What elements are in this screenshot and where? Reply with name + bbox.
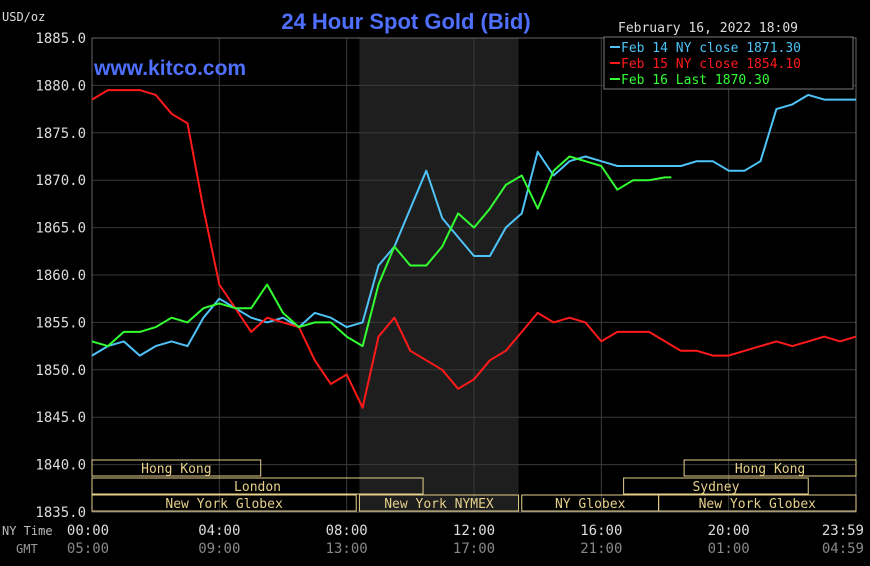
- session-bar: [623, 477, 809, 495]
- y-tick-label: 1870.0: [35, 173, 86, 189]
- x-tick-label-ny: 12:00: [453, 523, 495, 539]
- series-line-3: [91, 155, 672, 348]
- session-label: New York NYMEX: [384, 497, 494, 512]
- y-tick-label: 1845.0: [35, 410, 86, 426]
- chart-title: 24 Hour Spot Gold (Bid): [281, 9, 530, 34]
- x-tick-label-gmt: 13:00: [326, 541, 368, 557]
- y-tick-label: 1850.0: [35, 363, 86, 379]
- session-label: Hong Kong: [141, 462, 211, 477]
- x-tick-label-ny: 08:00: [326, 523, 368, 539]
- session-bar: [91, 459, 262, 477]
- y-tick-label: 1885.0: [35, 31, 86, 47]
- session-bar: [91, 477, 424, 495]
- y-tick-label: 1875.0: [35, 126, 86, 142]
- x-tick-label-gmt: 09:00: [198, 541, 240, 557]
- plot-frame: [91, 37, 857, 513]
- x-tick-label-ny: 23:59: [822, 523, 864, 539]
- y-tick-labels: 1885.0 1880.0 1875.0 1870.0 1865.0 1860.0 1855…: [35, 31, 86, 521]
- session-label: London: [234, 480, 281, 495]
- session-bar: [683, 459, 857, 477]
- x-tick-label-gmt: 04:59: [822, 541, 864, 557]
- session-label: New York Globex: [699, 497, 817, 512]
- unit-label: USD/oz: [2, 10, 45, 24]
- y-tick-label: 1855.0: [35, 315, 86, 331]
- x-tick-label-gmt: 01:00: [708, 541, 750, 557]
- y-tick-label: 1835.0: [35, 505, 86, 521]
- x-tick-label-gmt: 21:00: [580, 541, 622, 557]
- y-tick-label: 1860.0: [35, 268, 86, 284]
- x-tick-label-ny: 20:00: [708, 523, 750, 539]
- session-bar: [658, 494, 857, 512]
- session-label: New York Globex: [165, 497, 283, 512]
- x-tick-label-ny: 04:00: [198, 523, 240, 539]
- gmt-row-label: GMT: [16, 542, 38, 556]
- x-tick-labels: 00:00 05:00 04:00 09:00 08:00 13:00 12:00 17:00…: [67, 523, 864, 557]
- legend-item-feb15: Feb 15 NY close 1854.10: [621, 57, 801, 72]
- legend-box: [603, 36, 854, 90]
- x-tick-label-gmt: 05:00: [67, 541, 109, 557]
- x-tick-label-ny: 16:00: [580, 523, 622, 539]
- session-label: Sydney: [692, 480, 739, 495]
- session-label: NY Globex: [555, 497, 626, 512]
- y-tick-label: 1840.0: [35, 458, 86, 474]
- y-tick-label: 1865.0: [35, 221, 86, 237]
- series-layer: [91, 89, 857, 409]
- session-bars: Hong Kong London New York Globex New York N…: [91, 459, 857, 512]
- legend-item-feb14: Feb 14 NY close 1871.30: [621, 41, 801, 56]
- ny-time-row-label: NY Time: [2, 524, 53, 538]
- series-line-2: [91, 89, 857, 409]
- session-bar: [358, 494, 520, 512]
- legend-item-feb16: Feb 16 Last 1870.30: [621, 73, 770, 88]
- session-label: Hong Kong: [735, 462, 805, 477]
- x-tick-label-ny: 00:00: [67, 523, 109, 539]
- series-line-1: [91, 93, 856, 357]
- session-bar: [91, 494, 357, 512]
- x-tick-label-gmt: 17:00: [453, 541, 495, 557]
- y-tick-label: 1880.0: [35, 78, 86, 94]
- legend: Feb 14 NY close 1871.30 Feb 15 NY close …: [603, 36, 854, 90]
- watermark: www.kitco.com: [93, 57, 246, 80]
- timestamp: February 16, 2022 18:09: [618, 21, 798, 36]
